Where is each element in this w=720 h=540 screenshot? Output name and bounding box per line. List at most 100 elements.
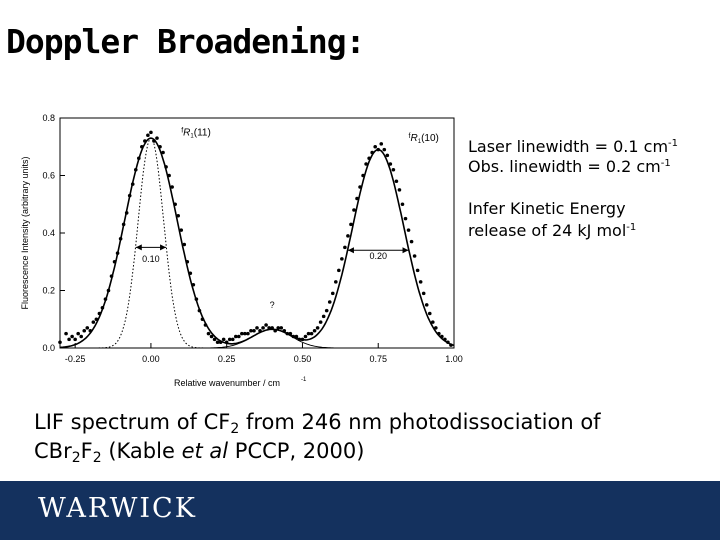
peak-label-prefix: f <box>181 127 183 134</box>
data-point <box>127 193 132 198</box>
data-point <box>218 340 223 345</box>
data-point <box>243 331 247 336</box>
data-point <box>418 280 423 284</box>
peak-label-main: R <box>183 127 190 138</box>
data-point <box>315 326 320 330</box>
data-point <box>343 245 347 250</box>
width-arrow-head-left <box>347 247 354 254</box>
x-tick-label: 0.75 <box>369 354 387 364</box>
data-point <box>358 185 362 189</box>
data-point <box>379 142 384 146</box>
data-point <box>437 331 441 336</box>
data-point <box>97 311 102 316</box>
x-tick-label: 0.25 <box>218 354 236 364</box>
caption-italic: et al <box>181 439 229 463</box>
data-point <box>443 337 447 342</box>
data-point <box>246 331 250 336</box>
data-point <box>321 314 326 319</box>
y-tick-label: 0.4 <box>42 228 55 238</box>
data-point <box>427 311 432 316</box>
laser-linewidth-text: Laser linewidth = 0.1 cm <box>468 137 669 156</box>
annotation-label: ? <box>270 300 275 310</box>
obs-linewidth-exponent: -1 <box>660 158 671 169</box>
y-axis-label: Fluorescence Intensity (arbitrary units) <box>20 156 30 309</box>
peak-label-main: R <box>410 133 417 144</box>
peak-label: fR1(10) <box>409 133 439 145</box>
data-point <box>179 228 184 232</box>
data-point <box>121 222 126 227</box>
peak-label-subscript: 1 <box>418 139 422 145</box>
data-point <box>409 239 414 244</box>
caption-text: LIF spectrum of CF <box>34 410 231 434</box>
caption-line1: LIF spectrum of CF2 from 246 nm photodis… <box>34 408 601 437</box>
data-point <box>385 153 390 158</box>
lif-spectrum-chart: -0.25 0.00 0.25 0.50 0.75 1.00 0.0 0.2 0.4 0.6 0.8… <box>20 113 463 388</box>
infer-ke-note-line2: release of 24 kJ mol-1 <box>468 221 636 241</box>
caption-subscript: 2 <box>71 450 81 466</box>
data-point <box>361 173 365 178</box>
data-point <box>421 291 426 296</box>
data-point <box>230 337 235 342</box>
plot-frame <box>59 117 455 349</box>
footer-bar: WARWICK <box>0 481 720 540</box>
data-point <box>337 268 341 273</box>
data-point <box>282 328 287 333</box>
data-point <box>188 271 193 276</box>
data-point <box>291 334 296 339</box>
data-point <box>197 308 202 313</box>
data-point <box>252 328 256 333</box>
data-point <box>300 337 305 342</box>
data-point <box>185 259 190 264</box>
data-point <box>164 165 168 169</box>
data-point <box>212 337 217 342</box>
annotation-label: 0.10 <box>142 254 160 264</box>
x-tick-label: -0.25 <box>65 354 86 364</box>
series-component-baseline-line <box>60 328 454 349</box>
data-point <box>240 331 244 336</box>
data-point <box>224 340 229 345</box>
data-point <box>388 162 393 166</box>
caption-text: F <box>80 439 93 463</box>
data-point <box>115 251 120 255</box>
data-point <box>233 334 238 339</box>
data-point <box>209 334 214 339</box>
data-point <box>143 139 147 143</box>
data-point <box>352 208 356 212</box>
data-point <box>73 337 77 342</box>
data-point <box>182 242 187 247</box>
laser-linewidth-exponent: -1 <box>668 138 679 149</box>
width-arrow-head-left <box>135 244 142 251</box>
peak-label-argument: (10) <box>421 133 439 144</box>
data-point <box>140 144 144 149</box>
data-point <box>270 326 274 330</box>
data-point <box>76 331 80 336</box>
data-point <box>261 326 265 330</box>
data-point <box>294 334 299 339</box>
data-point <box>303 334 308 339</box>
data-point <box>364 162 368 166</box>
figure-caption: LIF spectrum of CF2 from 246 nm photodis… <box>34 408 601 466</box>
caption-subscript: 2 <box>230 421 240 437</box>
data-point <box>91 320 96 324</box>
data-point <box>161 150 165 155</box>
data-point <box>367 156 371 161</box>
data-point <box>397 188 402 192</box>
data-point <box>373 144 378 149</box>
data-point <box>273 328 277 333</box>
data-point <box>297 337 302 342</box>
data-point <box>118 236 123 241</box>
data-point <box>415 268 420 273</box>
data-point <box>64 331 68 336</box>
infer-ke-note-line1: Infer Kinetic Energy <box>468 199 626 218</box>
data-point <box>203 323 208 327</box>
x-axis-label-exponent: -1 <box>301 377 307 383</box>
data-point <box>309 331 314 336</box>
data-point <box>167 173 171 178</box>
data-point <box>370 150 374 155</box>
data-point <box>403 216 408 221</box>
data-point <box>334 280 338 284</box>
data-point <box>146 133 150 138</box>
data-point <box>382 147 387 152</box>
data-point <box>349 222 353 227</box>
data-point <box>133 167 138 172</box>
